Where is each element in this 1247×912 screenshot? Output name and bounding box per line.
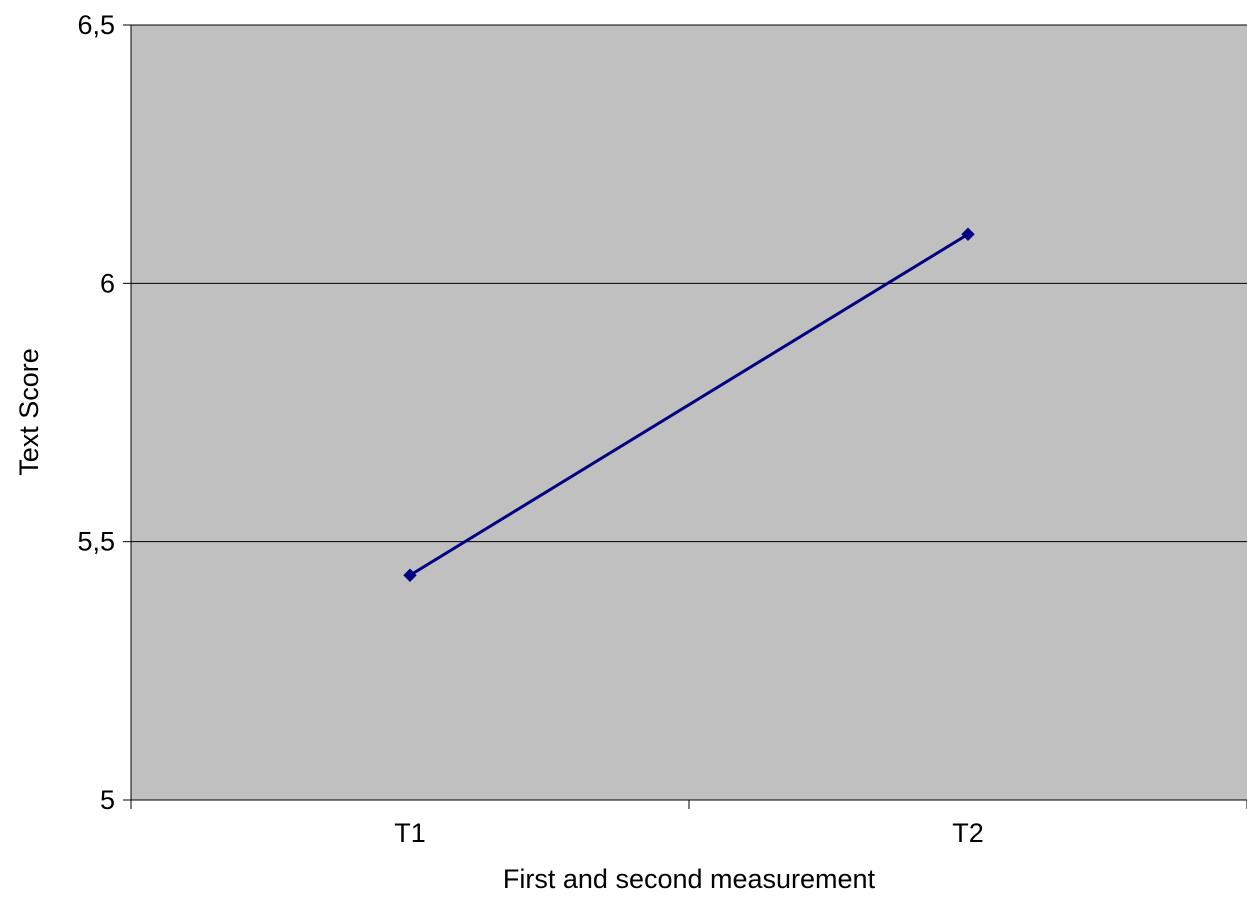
- series-line: [409, 232, 969, 577]
- y-tick-label: 6,5: [77, 10, 115, 40]
- series-layer: [403, 227, 975, 582]
- x-tick-label: T1: [394, 818, 426, 848]
- plot-area: [131, 25, 1247, 800]
- y-tick-labels: 5 5,5 6 6,5: [77, 10, 115, 815]
- x-tick-label: T2: [952, 818, 984, 848]
- x-axis-label: First and second measurement: [503, 864, 876, 894]
- y-tick-label: 6: [100, 268, 115, 298]
- y-axis-label: Text Score: [14, 348, 44, 476]
- gridlines: [131, 24, 1247, 543]
- y-tick-label: 5,5: [77, 527, 115, 557]
- x-tick-labels: T1 T2: [394, 818, 984, 848]
- y-tick-label: 5: [100, 785, 115, 815]
- axes: [123, 24, 1247, 809]
- data-point-marker: [961, 227, 975, 241]
- data-point-marker: [403, 568, 417, 582]
